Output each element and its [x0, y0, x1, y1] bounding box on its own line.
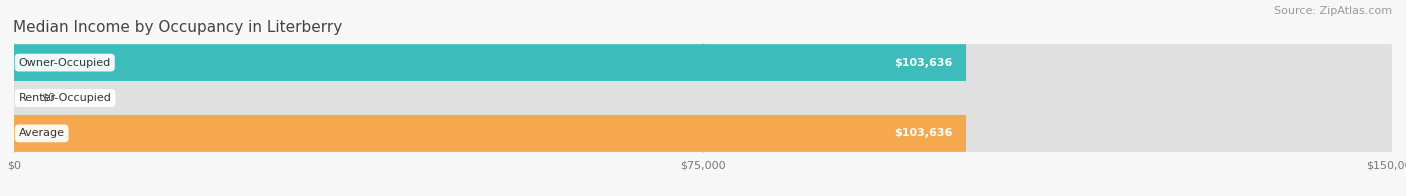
- Bar: [14, 80, 1392, 116]
- Text: Average: Average: [18, 128, 65, 138]
- Bar: [14, 45, 1392, 80]
- Text: $103,636: $103,636: [894, 58, 952, 68]
- FancyBboxPatch shape: [14, 44, 966, 81]
- Text: Source: ZipAtlas.com: Source: ZipAtlas.com: [1274, 6, 1392, 16]
- FancyBboxPatch shape: [14, 80, 1392, 116]
- Bar: [14, 116, 1392, 151]
- FancyBboxPatch shape: [14, 44, 1392, 81]
- Text: $103,636: $103,636: [894, 128, 952, 138]
- FancyBboxPatch shape: [14, 115, 1392, 152]
- Text: Owner-Occupied: Owner-Occupied: [18, 58, 111, 68]
- Text: Median Income by Occupancy in Literberry: Median Income by Occupancy in Literberry: [13, 20, 342, 35]
- Text: Renter-Occupied: Renter-Occupied: [18, 93, 111, 103]
- FancyBboxPatch shape: [14, 115, 966, 152]
- Text: $0: $0: [42, 93, 56, 103]
